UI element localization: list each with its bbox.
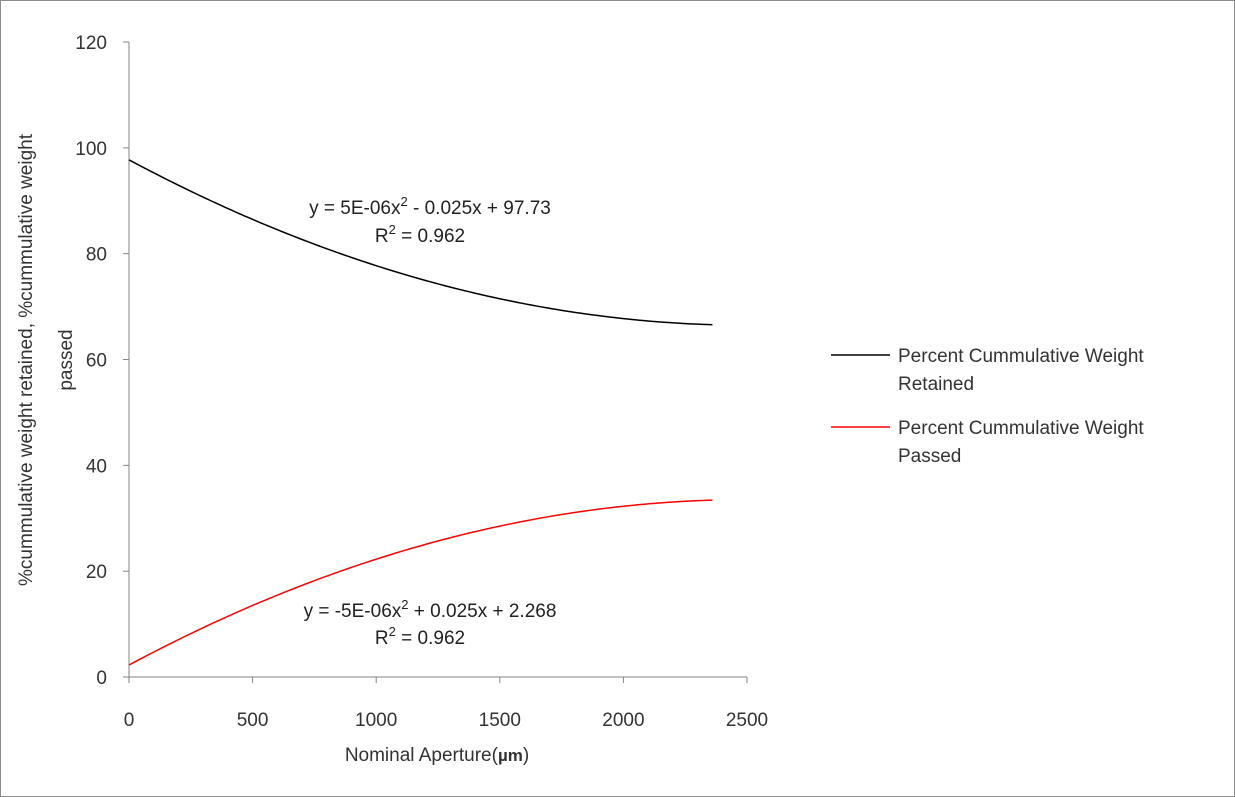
x-tick-label: 1500	[479, 710, 521, 731]
legend-label-0-line2: Retained	[898, 374, 974, 395]
series-0-r2-a: R	[375, 226, 389, 247]
y-axis-title-line2: passed	[56, 329, 77, 390]
series-1-r2: R2 = 0.962	[375, 624, 465, 649]
y-tick-label: 20	[86, 562, 107, 583]
series-1-r2-a: R	[375, 628, 389, 649]
y-axis-title-line1: %cummulative weight retained, %cummulati…	[16, 133, 37, 586]
series-0-equation-b: - 0.025x + 97.73	[408, 198, 551, 219]
x-tick-label: 500	[237, 710, 269, 731]
x-tick-label: 2000	[602, 710, 644, 731]
series-0-r2-sup: 2	[389, 222, 396, 237]
x-axis-title: Nominal Aperture(µm)	[345, 745, 529, 766]
x-axis-title-text: Nominal Aperture(	[345, 745, 499, 766]
x-tick-label: 2500	[726, 710, 768, 731]
series-1-equation-b: + 0.025x + 2.268	[409, 601, 557, 622]
legend: Percent Cummulative Weight Retained Perc…	[831, 346, 1144, 467]
series-0-line	[128, 159, 713, 326]
y-tick-label: 40	[86, 456, 107, 477]
series-1-equation: y = -5E-06x2 + 0.025x + 2.268	[304, 597, 557, 622]
series-0-equation-sup: 2	[400, 194, 407, 209]
series-1-r2-sup: 2	[389, 624, 396, 639]
x-axis-title-close: )	[523, 745, 529, 766]
x-axis-title-unit: µm	[498, 746, 523, 765]
series-1-equation-a: y = -5E-06x	[304, 601, 402, 622]
y-tick-label: 60	[86, 351, 107, 372]
y-tick-label: 0	[96, 668, 107, 689]
x-tick-label: 0	[124, 710, 135, 731]
x-tick-label: 1000	[355, 710, 397, 731]
series-0-r2-b: = 0.962	[396, 226, 465, 247]
y-tick-label: 80	[86, 245, 107, 266]
legend-label-0-line1: Percent Cummulative Weight	[898, 346, 1144, 367]
y-tick-label: 120	[75, 33, 107, 54]
series-0-equation: y = 5E-06x2 - 0.025x + 97.73	[309, 194, 551, 219]
series-1-line	[128, 499, 713, 666]
legend-label-1-line1: Percent Cummulative Weight	[898, 418, 1144, 439]
series-0-r2: R2 = 0.962	[375, 222, 465, 247]
series-0-equation-a: y = 5E-06x	[309, 198, 401, 219]
series-1-r2-b: = 0.962	[396, 628, 465, 649]
y-tick-label: 100	[75, 139, 107, 160]
series-1-equation-sup: 2	[401, 597, 408, 612]
legend-label-1-line2: Passed	[898, 446, 961, 467]
